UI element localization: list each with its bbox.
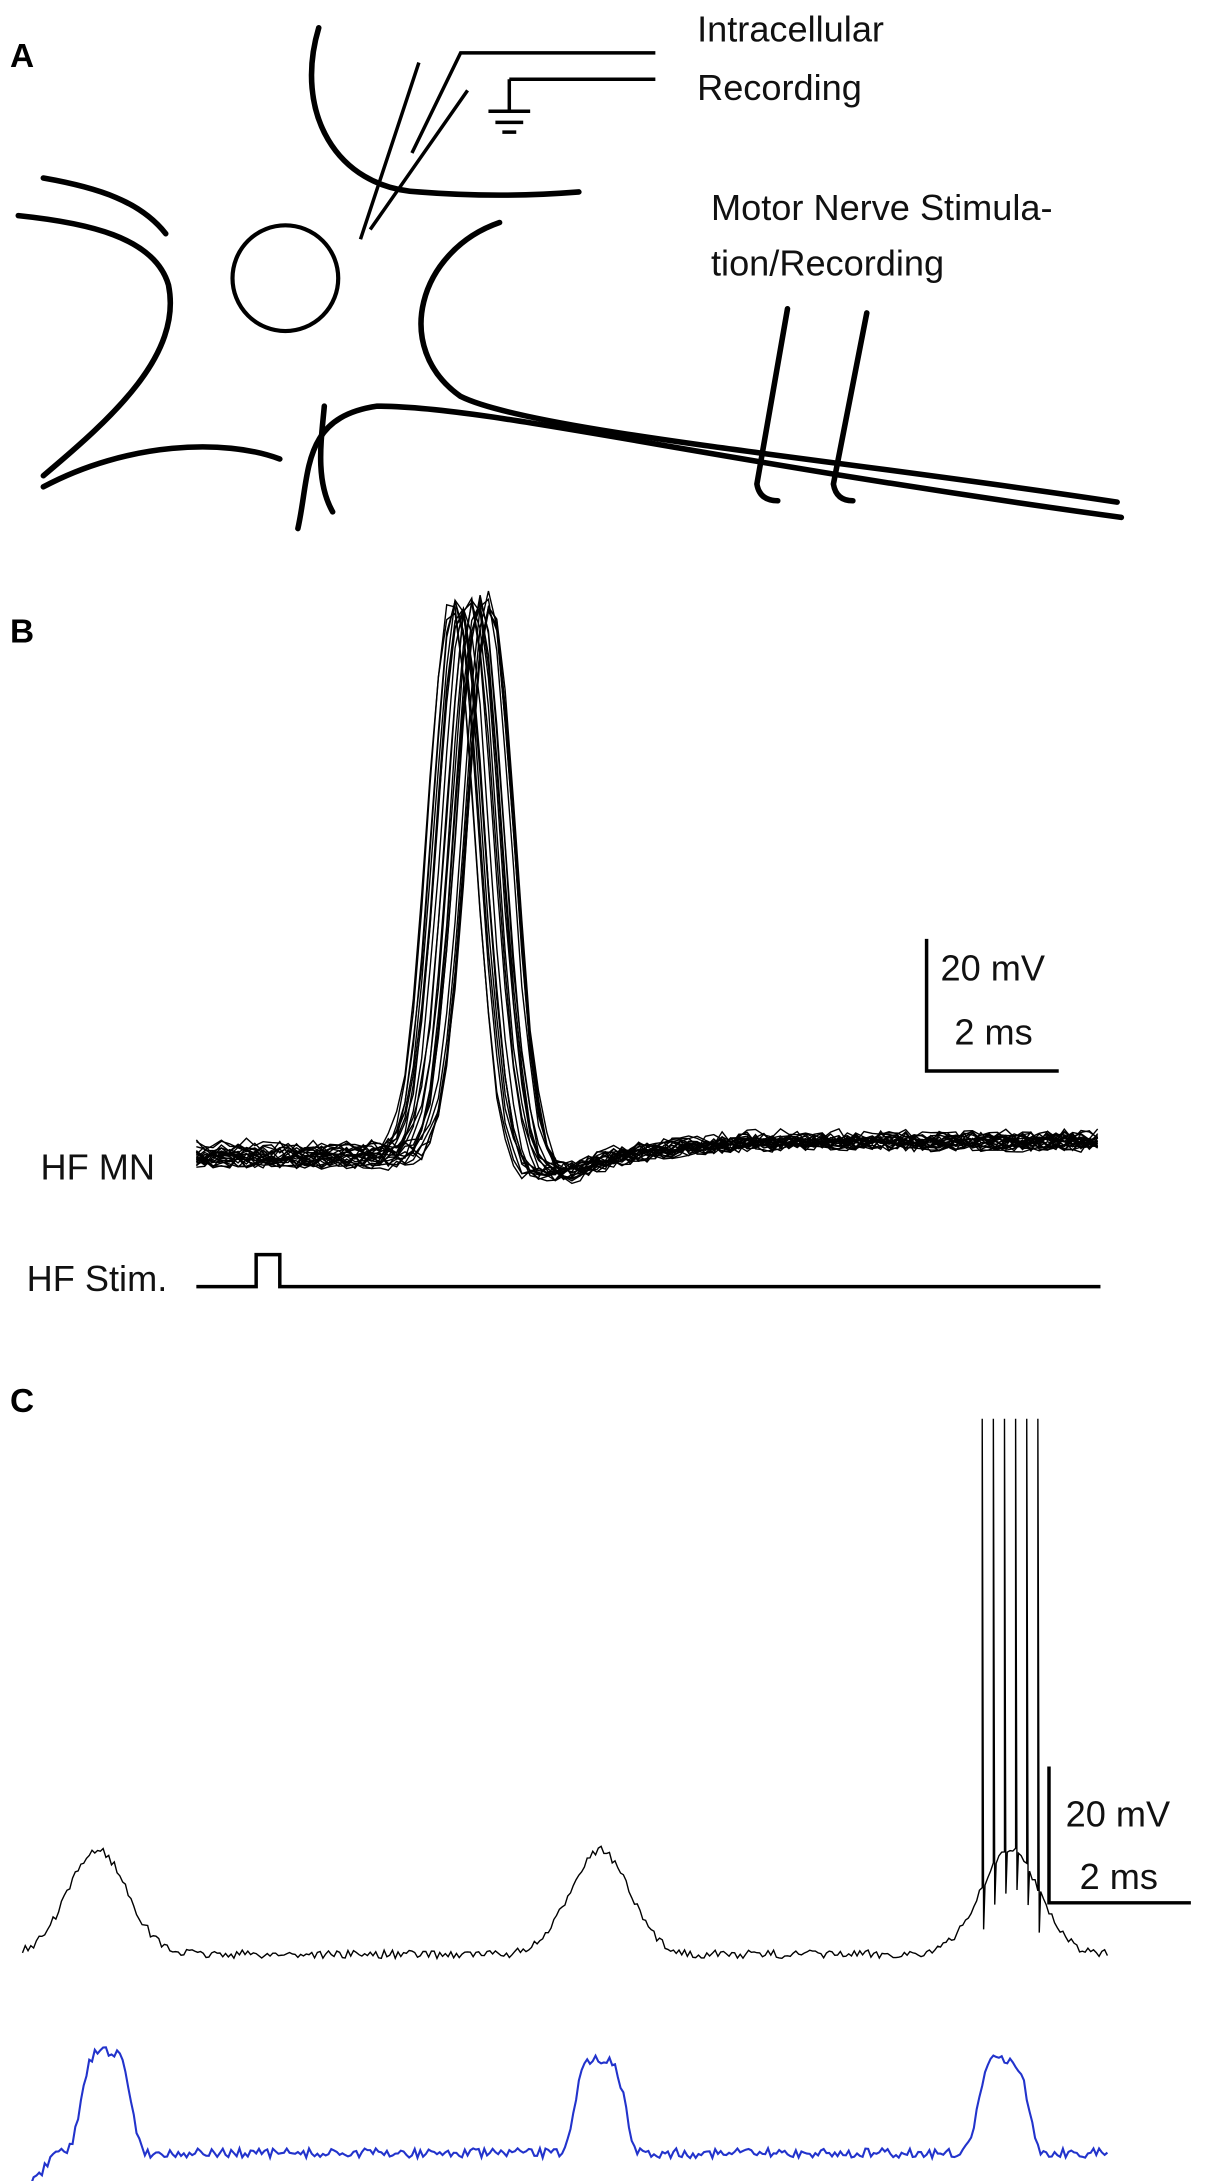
mn-trace bbox=[195, 607, 1098, 1181]
trace-label: HF Stim. bbox=[27, 1258, 168, 1299]
mn-trace bbox=[196, 609, 1099, 1185]
mn-trace bbox=[195, 601, 1098, 1174]
label: Recording bbox=[697, 67, 862, 108]
dendrite bbox=[40, 444, 283, 490]
panel-c: C 20 mV 2 ms bbox=[10, 1383, 1191, 2181]
mn-trace bbox=[196, 601, 1099, 1177]
mn-trace bbox=[196, 612, 1099, 1182]
mn-trace bbox=[196, 611, 1098, 1180]
panel-label: C bbox=[10, 1383, 34, 1420]
scale-label: 2 ms bbox=[1080, 1856, 1158, 1897]
mn-trace bbox=[195, 595, 1099, 1181]
scale-bar bbox=[924, 938, 1059, 1073]
label: Motor Nerve Stimula- bbox=[711, 187, 1053, 228]
axon bbox=[295, 403, 1125, 532]
trace-label: HF MN bbox=[41, 1147, 155, 1188]
dendrite bbox=[15, 212, 173, 479]
dendrite bbox=[317, 403, 336, 515]
panel-label: B bbox=[10, 614, 34, 651]
dendrite bbox=[40, 175, 169, 237]
mn-trace bbox=[195, 590, 1099, 1173]
mn-trace bbox=[195, 598, 1099, 1171]
mn-trace bbox=[196, 596, 1099, 1173]
dendrite bbox=[308, 25, 582, 198]
electrode bbox=[358, 51, 656, 240]
mn-trace bbox=[195, 603, 1099, 1176]
mn-trace bbox=[195, 606, 1098, 1173]
panel-b: B 20 mV 2 ms HF MN HF Stim. bbox=[10, 590, 1101, 1299]
nucleus bbox=[230, 223, 341, 334]
mn-trace bbox=[196, 608, 1098, 1179]
mn-trace bbox=[195, 605, 1098, 1182]
mn-trace bbox=[196, 600, 1098, 1179]
axon bbox=[418, 219, 1120, 505]
nerve-trace bbox=[31, 2046, 1109, 2181]
mn-trace bbox=[196, 606, 1099, 1182]
label: tion/Recording bbox=[711, 242, 944, 283]
mn-trace bbox=[196, 598, 1099, 1176]
mn-trace bbox=[196, 604, 1098, 1180]
scale-bar bbox=[1047, 1766, 1191, 1905]
mn-trace bbox=[195, 598, 1099, 1174]
scale-label: 2 ms bbox=[954, 1012, 1032, 1053]
nerve-electrode bbox=[754, 306, 870, 504]
mn-trace bbox=[195, 600, 1098, 1177]
mn-trace bbox=[195, 605, 1099, 1178]
mn-trace bbox=[196, 601, 1098, 1182]
label: Intracellular bbox=[697, 9, 884, 50]
stim-trace bbox=[196, 1252, 1101, 1289]
scale-label: 20 mV bbox=[1066, 1793, 1171, 1834]
scale-label: 20 mV bbox=[940, 948, 1045, 989]
panel-a: A Intracellular Recording Motor Nerve St… bbox=[10, 9, 1125, 532]
mn-trace bbox=[195, 605, 1099, 1177]
panel-label: A bbox=[10, 38, 34, 75]
membrane-trace bbox=[21, 1418, 1109, 1961]
mn-trace bbox=[195, 598, 1099, 1174]
